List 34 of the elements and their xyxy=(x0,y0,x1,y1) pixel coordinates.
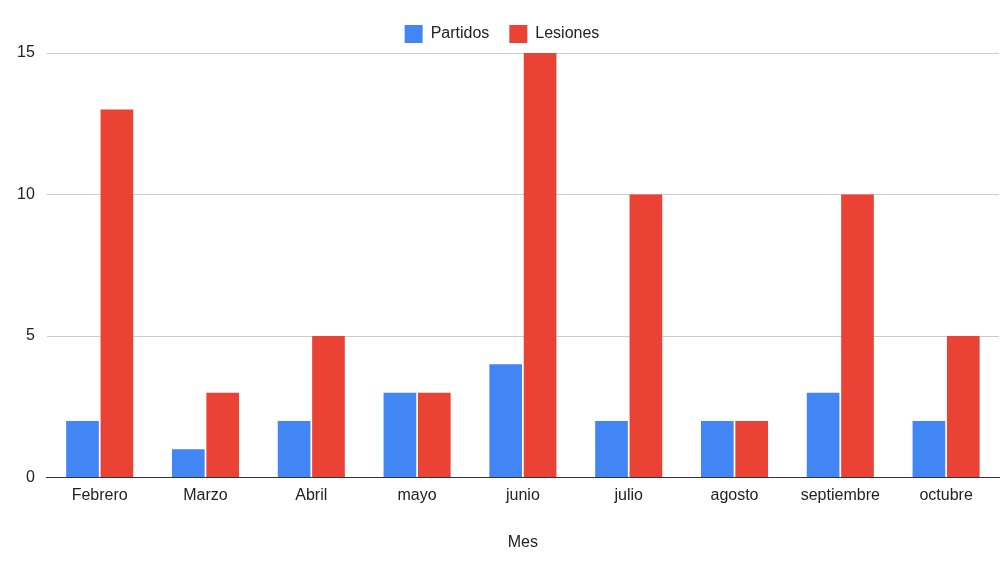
bar xyxy=(100,109,134,478)
bar xyxy=(806,392,840,478)
bar xyxy=(383,392,417,478)
x-tick-label: Febrero xyxy=(71,485,128,503)
bar xyxy=(912,420,946,478)
legend-label: Lesiones xyxy=(535,24,600,42)
bar xyxy=(489,364,523,478)
bar xyxy=(206,392,240,478)
bar xyxy=(417,392,451,478)
x-tick-label: julio xyxy=(613,485,644,503)
bar xyxy=(841,194,874,478)
bar xyxy=(735,420,769,478)
bar xyxy=(277,420,311,478)
x-tick-label: Abril xyxy=(295,485,328,503)
bar xyxy=(629,194,663,478)
x-tick-label: Marzo xyxy=(183,485,228,503)
x-tick-label: mayo xyxy=(397,485,437,503)
x-tick-label: septiembre xyxy=(800,485,880,503)
bar xyxy=(523,53,557,478)
bar xyxy=(312,336,345,478)
bar xyxy=(700,420,734,478)
y-tick-label: 5 xyxy=(25,326,35,344)
x-axis-title: Mes xyxy=(507,532,539,550)
y-tick-label: 15 xyxy=(17,43,35,61)
x-tick-label: agosto xyxy=(710,485,759,503)
legend-label: Partidos xyxy=(430,24,490,42)
bar xyxy=(946,336,980,478)
x-tick-label: junio xyxy=(504,485,540,503)
x-tick-label: octubre xyxy=(919,485,973,503)
y-tick-label: 10 xyxy=(17,184,35,202)
bar xyxy=(595,420,628,478)
bar xyxy=(66,420,99,478)
y-tick-label: 0 xyxy=(25,468,35,486)
bar xyxy=(171,449,205,478)
